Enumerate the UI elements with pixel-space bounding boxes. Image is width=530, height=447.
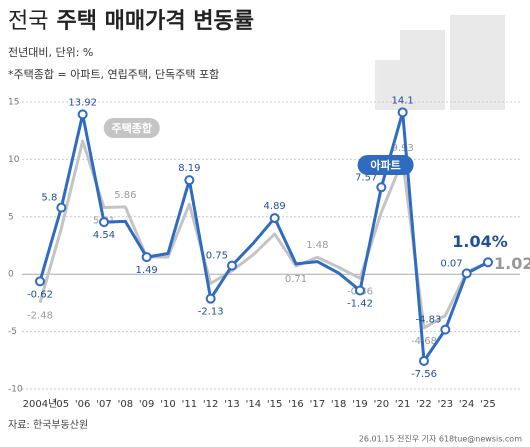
point [227,260,237,271]
series-line [38,110,489,363]
point [461,268,472,279]
x-tick-label: '22 [416,399,431,410]
point [269,213,280,224]
y-tick-label: 10 [8,155,20,165]
source: 자료: 한국부동산원 [8,419,88,431]
y-tick-label: 5 [8,212,14,222]
x-tick-label: '12 [203,399,218,410]
series-name: 주택종합 [111,121,151,135]
point [35,276,45,287]
value-label: 14.1 [392,95,414,106]
note: *주택종합 = 아파트, 연립주택, 단독주택 포함 [8,68,219,81]
x-tick-label: '16 [288,399,303,410]
value-label: 1.49 [136,265,158,276]
point [397,107,408,118]
value-label: 1.02 [494,254,530,273]
x-tick-label: '09 [139,399,154,410]
value-label: 4.54 [93,230,115,241]
x-tick-label: '17 [310,399,325,410]
building-illustration [375,15,505,110]
x-tick-label: '08 [118,399,133,410]
value-label: 7.57 [355,172,377,183]
x-tick-label: '20 [374,399,389,410]
callout-box [103,118,160,138]
value-label: -2.48 [27,311,53,322]
y-tick-label: -10 [8,385,23,395]
point [184,175,195,186]
x-tick-label: '25 [480,399,495,410]
value-label: 13.92 [68,97,97,108]
x-tick-label: '05 [54,399,69,410]
callout-box [357,155,414,175]
point [56,202,67,213]
value-label: 5.8 [41,193,57,204]
point [376,182,387,193]
x-tick-label: '18 [331,399,346,410]
x-tick-label: '21 [395,399,410,410]
series-name: 아파트 [370,158,400,172]
chart-title: 전국 주택 매매가격 변동률 [8,9,254,34]
value-label: 0.07 [440,258,462,269]
x-tick-label: '14 [246,399,261,410]
point [99,217,109,228]
x-tick-label: '19 [352,399,367,410]
y-tick-label: 15 [8,98,19,108]
x-tick-label: '15 [267,399,282,410]
x-tick-label: '24 [459,399,474,410]
subtitle: 전년대비, 단위: % [8,46,93,59]
x-tick-label: '13 [224,399,239,410]
title-light: 전국 [8,9,48,34]
x-tick-label: '23 [438,399,453,410]
credit: 26.01.15 전진우 기자 618tue@newsis.com [359,434,522,444]
value-label: -4.83 [415,315,441,326]
y-tick-label: -5 [8,327,17,337]
x-tick-label: '06 [75,399,90,410]
point [419,355,429,366]
title-bold: 주택 매매가격 변동률 [56,9,253,34]
point [483,257,493,268]
point [440,324,451,335]
x-tick-label: '10 [160,399,175,410]
value-label: 8.19 [178,163,200,174]
value-label: 1.04% [452,232,508,251]
value-label: -0.62 [27,289,53,300]
value-label: 9.93 [392,143,414,154]
x-tick-label: '11 [182,399,197,410]
y-tick-label: 0 [8,270,14,280]
value-label: 0.71 [285,274,307,285]
point [205,293,216,304]
x-tick-label: 2004년 [23,398,58,410]
point [141,252,152,263]
value-label: 0.75 [206,251,228,262]
value-label: 5.86 [114,190,136,201]
value-label: 1.48 [306,240,328,251]
point [77,109,88,120]
value-label: 4.89 [264,201,286,212]
point [355,285,365,296]
value-label: -4.68 [411,336,437,347]
x-tick-label: '07 [96,399,111,410]
value-label: -2.13 [198,307,224,318]
value-label: -7.56 [411,369,437,380]
value-label: -1.42 [347,299,373,310]
